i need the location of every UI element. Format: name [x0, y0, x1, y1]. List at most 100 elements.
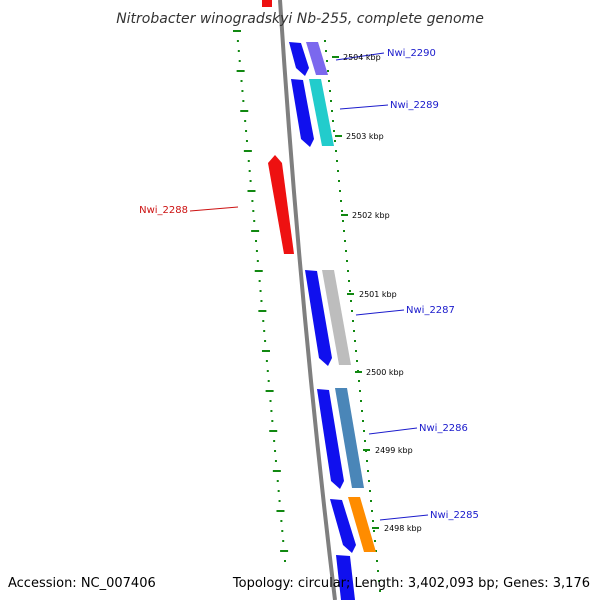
gene-arrow[interactable]	[317, 389, 344, 489]
backbone	[278, 0, 337, 600]
tick-mark-major	[236, 70, 245, 72]
tick-mark-minor	[358, 380, 360, 382]
tick-mark-minor	[256, 260, 259, 262]
tick-mark-minor	[242, 100, 245, 102]
inner-tick-dots	[233, 30, 289, 562]
tick-mark-minor	[355, 350, 357, 352]
gene-labels: Nwi_2290 Nwi_2289 Nwi_2288 Nwi_2287 Nwi_2286…	[139, 48, 479, 533]
tick-mark-major	[335, 135, 342, 137]
tick-mark-minor	[262, 320, 265, 322]
tick-mark-major	[240, 110, 249, 112]
tick-mark-major	[272, 470, 281, 472]
gene-Nwi_2285[interactable]	[330, 497, 376, 553]
cog-category-block	[309, 79, 334, 146]
tick-mark-minor	[248, 170, 251, 172]
tick-mark-minor	[284, 560, 286, 562]
gene-label[interactable]: Nwi_2290	[387, 48, 436, 59]
tick-mark-minor	[245, 130, 248, 132]
tick-mark-minor	[371, 510, 373, 512]
tick-mark-minor	[253, 220, 256, 222]
gene-Nwi_2286[interactable]	[317, 388, 364, 489]
tick-mark-minor	[353, 330, 355, 332]
tick-mark-minor	[328, 80, 330, 82]
gene-arrow[interactable]	[268, 155, 294, 254]
tick-mark-major	[247, 190, 256, 192]
gene-Nwi_2289[interactable]	[291, 79, 334, 147]
tick-mark-minor	[251, 200, 254, 202]
tick-mark-minor	[360, 400, 362, 402]
tick-mark-minor	[255, 240, 258, 242]
tick-mark-minor	[375, 550, 377, 552]
tick-mark-minor	[280, 520, 283, 522]
tick-mark-minor	[379, 590, 381, 592]
tick-mark-minor	[361, 410, 363, 412]
tick-mark-minor	[334, 140, 336, 142]
tick-mark-minor	[378, 580, 380, 582]
tick-mark-minor	[324, 40, 326, 42]
label-leader-line	[355, 309, 405, 316]
tick-mark-minor	[367, 470, 369, 472]
tick-mark-minor	[332, 120, 334, 122]
gene-label[interactable]: Nwi_2287	[406, 305, 455, 316]
tick-mark-minor	[236, 40, 239, 42]
tick-mark-minor	[259, 290, 262, 292]
tick-mark-minor	[336, 160, 338, 162]
tick-mark-minor	[362, 420, 364, 422]
tick-mark-minor	[351, 310, 353, 312]
kbp-tick-label: 2499 kbp	[375, 446, 413, 455]
tick-mark-minor	[267, 380, 270, 382]
tick-mark-minor	[263, 330, 266, 332]
tick-mark-minor	[241, 90, 244, 92]
label-leader-line	[189, 206, 239, 212]
tick-mark-minor	[273, 440, 276, 442]
tick-mark-major	[355, 371, 362, 373]
gene-arrow[interactable]	[330, 499, 356, 553]
genome-title: Nitrobacter winogradskyi Nb-255, complet…	[116, 11, 484, 27]
cog-category-block	[335, 388, 364, 488]
cog-category-block	[322, 270, 351, 365]
tick-mark-minor	[255, 250, 258, 252]
gene-label[interactable]: Nwi_2286	[419, 423, 468, 434]
tick-mark-minor	[343, 230, 345, 232]
tick-mark-major	[332, 56, 339, 58]
tick-mark-minor	[374, 540, 376, 542]
tick-mark-minor	[258, 280, 261, 282]
tick-mark-minor	[252, 210, 255, 212]
tick-mark-minor	[369, 490, 371, 492]
tick-mark-minor	[265, 360, 268, 362]
gene-Nwi_2290[interactable]	[289, 42, 328, 76]
cog-category-block	[306, 42, 328, 75]
gene-Nwi_2288[interactable]	[268, 155, 294, 254]
tick-mark-major	[243, 150, 252, 152]
cog-category-block	[348, 497, 376, 552]
tick-mark-minor	[372, 520, 374, 522]
tick-mark-minor	[237, 50, 240, 52]
tick-mark-minor	[359, 390, 361, 392]
label-leader-line	[379, 514, 429, 521]
gene-label[interactable]: Nwi_2285	[430, 510, 479, 521]
tick-mark-minor	[364, 440, 366, 442]
tick-mark-major	[341, 214, 348, 216]
genome-backbone-line	[278, 0, 337, 600]
tick-mark-major	[363, 449, 370, 451]
tick-mark-minor	[350, 300, 352, 302]
gene-arrow[interactable]	[289, 42, 309, 76]
tick-mark-minor	[278, 500, 281, 502]
tick-mark-minor	[335, 150, 337, 152]
tick-mark-minor	[282, 540, 285, 542]
tick-mark-minor	[245, 140, 248, 142]
tick-mark-minor	[337, 170, 339, 172]
kbp-tick-label: 2504 kbp	[343, 53, 381, 62]
gene-arrow[interactable]	[291, 79, 314, 147]
gene-label[interactable]: Nwi_2288	[139, 205, 188, 216]
tick-mark-minor	[249, 180, 252, 182]
tick-mark-minor	[352, 320, 354, 322]
tick-mark-minor	[370, 500, 372, 502]
gene-arrow[interactable]	[305, 270, 332, 366]
tick-mark-minor	[269, 400, 272, 402]
tick-mark-major	[347, 293, 354, 295]
gene-label[interactable]: Nwi_2289	[390, 100, 439, 111]
gene-Nwi_2287[interactable]	[305, 270, 351, 366]
tick-mark-major	[276, 510, 285, 512]
